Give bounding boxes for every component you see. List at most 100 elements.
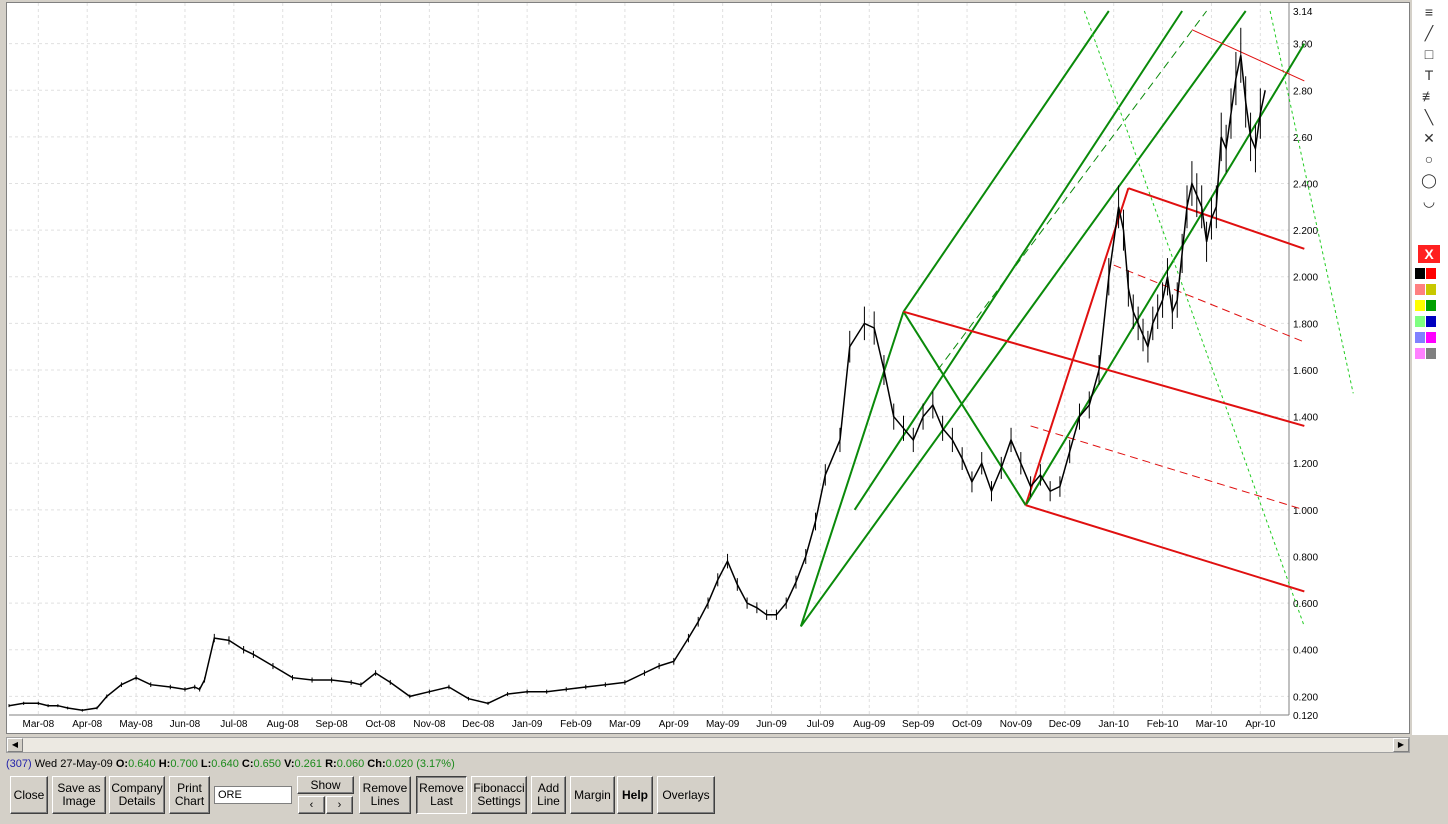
scroll-left-icon[interactable]: ◀ <box>7 738 23 752</box>
close-value: 0.650 <box>253 758 282 770</box>
x-tick-label: Oct-09 <box>952 719 982 730</box>
x-tick-label: Feb-10 <box>1147 719 1179 730</box>
color-swatch[interactable] <box>1415 348 1425 359</box>
x-tick-label: Nov-09 <box>1000 719 1033 730</box>
overlays-button[interactable]: Overlays <box>657 776 715 814</box>
line-icon[interactable]: ╱ <box>1424 25 1434 41</box>
change-value: 0.020 <box>385 758 414 770</box>
y-tick-label: 0.800 <box>1293 552 1318 563</box>
print-chart-button[interactable]: Print Chart <box>169 776 210 814</box>
remove-lines-button[interactable]: Remove Lines <box>359 776 411 814</box>
help-button[interactable]: Help <box>617 776 653 814</box>
close-label: C: <box>241 758 254 770</box>
fibonacci-icon[interactable]: ≡ <box>1424 4 1434 20</box>
x-tick-label: May-08 <box>119 719 153 730</box>
x-tick-label: Mar-09 <box>609 719 641 730</box>
remove-last-label: Remove Last <box>419 781 464 808</box>
red-fork-dashed <box>1113 264 1305 343</box>
delete-icon[interactable]: X <box>1418 245 1440 263</box>
color-swatch[interactable] <box>1426 268 1436 279</box>
y-tick-label: 1.600 <box>1293 366 1318 377</box>
color-swatch[interactable] <box>1426 332 1436 343</box>
color-swatch[interactable] <box>1415 332 1425 343</box>
fibonacci-settings-button[interactable]: Fibonacci Settings <box>471 776 527 814</box>
margin-button[interactable]: Margin <box>570 776 615 814</box>
x-tick-label: Apr-08 <box>72 719 102 730</box>
x-tick-label: Oct-08 <box>365 719 395 730</box>
color-swatch[interactable] <box>1415 284 1425 295</box>
bar-count: (307) <box>6 758 32 770</box>
y-tick-label: 2.60 <box>1293 133 1313 144</box>
remove-last-button[interactable]: Remove Last <box>416 776 467 814</box>
x-tick-label: Mar-10 <box>1196 719 1228 730</box>
green-dotted-line <box>1083 10 1305 627</box>
close-button[interactable]: Close <box>10 776 48 814</box>
save-image-label: Save as Image <box>57 781 101 808</box>
x-tick-label: Nov-08 <box>413 719 446 730</box>
chart-area[interactable]: 3.143.002.802.602.4002.2002.0001.8001.60… <box>6 2 1410 734</box>
low-value: 0.640 <box>211 758 239 770</box>
y-tick-label: 2.400 <box>1293 180 1318 191</box>
circle-icon[interactable]: ○ <box>1424 151 1434 167</box>
change-percent: (3.17%) <box>416 758 455 770</box>
green-dotted-line <box>1269 10 1354 394</box>
y-tick-label: 0.120 <box>1293 711 1318 722</box>
color-swatch[interactable] <box>1415 300 1425 311</box>
previous-button[interactable]: ‹ <box>298 796 325 814</box>
add-line-label: Add Line <box>537 781 560 808</box>
change-label: Ch: <box>367 758 386 770</box>
drawing-toolbox: ≡ ╱ □ T ≢ ╲ ✕ ○ ◯ ◡ X <box>1412 0 1448 735</box>
color-swatch[interactable] <box>1426 300 1436 311</box>
arc-icon[interactable]: ◡ <box>1422 193 1436 209</box>
save-image-button[interactable]: Save as Image <box>52 776 106 814</box>
x-tick-label: Dec-09 <box>1049 719 1082 730</box>
remove-lines-label: Remove Lines <box>362 781 408 808</box>
rectangle-icon[interactable]: □ <box>1424 46 1434 62</box>
x-tick-label: Jan-10 <box>1098 719 1129 730</box>
red-fork-dashed <box>1030 425 1305 511</box>
x-tick-label: Aug-08 <box>267 719 300 730</box>
y-tick-label: 1.800 <box>1293 319 1318 330</box>
x-tick-label: Dec-08 <box>462 719 495 730</box>
y-tick-label: 1.400 <box>1293 413 1318 424</box>
horizontal-scrollbar[interactable]: ◀ ▶ <box>6 737 1410 753</box>
previous-arrow-icon: ‹ <box>309 798 314 811</box>
cross-lines-icon[interactable]: ✕ <box>1423 130 1435 146</box>
text-icon[interactable]: T <box>1424 67 1434 83</box>
stock-code-input[interactable] <box>214 786 292 804</box>
x-tick-label: Jan-09 <box>512 719 543 730</box>
y-tick-label: 3.14 <box>1293 7 1313 18</box>
y-tick-label: 0.600 <box>1293 599 1318 610</box>
add-line-button[interactable]: Add Line <box>531 776 566 814</box>
color-swatch[interactable] <box>1426 316 1436 327</box>
high-value: 0.700 <box>170 758 198 770</box>
ellipse-icon[interactable]: ◯ <box>1421 172 1437 188</box>
color-swatch[interactable] <box>1415 316 1425 327</box>
price-chart[interactable]: 3.143.002.802.602.4002.2002.0001.8001.60… <box>7 3 1409 733</box>
scroll-right-icon[interactable]: ▶ <box>1393 738 1409 752</box>
pencil-icon[interactable]: ╲ <box>1424 109 1434 125</box>
status-bar: (307) Wed 27-May-09 O:0.640 H:0.700 L:0.… <box>6 756 1410 772</box>
button-bar: Close Save as Image Company Details Print C… <box>0 774 1448 824</box>
color-swatch[interactable] <box>1415 268 1425 279</box>
red-fork-lower <box>1025 504 1305 593</box>
x-tick-label: Aug-09 <box>853 719 886 730</box>
color-swatch[interactable] <box>1426 284 1436 295</box>
y-tick-label: 2.000 <box>1293 273 1318 284</box>
open-value: 0.640 <box>128 758 156 770</box>
fan-icon[interactable]: ≢ <box>1422 88 1436 104</box>
company-details-button[interactable]: Company Details <box>109 776 165 814</box>
green-fork-lower <box>800 10 1247 628</box>
color-swatch[interactable] <box>1426 348 1436 359</box>
volume-label: V: <box>284 758 295 770</box>
next-button[interactable]: › <box>326 796 353 814</box>
show-button-label: Show <box>310 777 341 792</box>
price-series-line <box>8 55 1266 712</box>
y-tick-label: 0.400 <box>1293 646 1318 657</box>
green-fork-median <box>853 10 1183 511</box>
next-arrow-icon: › <box>337 798 342 811</box>
overlays-button-label: Overlays <box>662 787 710 802</box>
x-tick-label: Mar-08 <box>22 719 54 730</box>
open-label: O: <box>115 758 129 770</box>
show-button[interactable]: Show <box>297 776 354 794</box>
